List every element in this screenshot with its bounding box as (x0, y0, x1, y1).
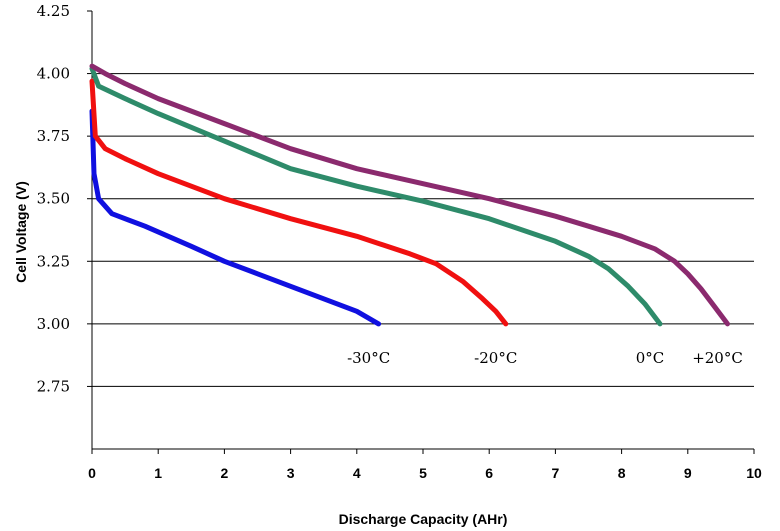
x-tick-label-0: 0 (88, 465, 96, 481)
x-tick-label-2: 2 (221, 465, 229, 481)
series-labels: -30°C -20°C 0°C +20°C (347, 349, 743, 367)
series-line-0 (89, 108, 382, 327)
x-tick-label-4: 4 (353, 465, 361, 481)
y-tick-label-1: 3.00 (37, 315, 70, 333)
series-label-3: +20°C (692, 349, 743, 367)
y-tick-label-5: 4.00 (37, 65, 70, 83)
x-tick-label-3: 3 (287, 465, 295, 481)
series-lines (89, 63, 730, 327)
axes (87, 10, 755, 454)
series-label-2: 0°C (636, 349, 665, 367)
x-tick-label-6: 6 (485, 465, 493, 481)
x-tick-labels: 0 1 2 3 4 5 6 7 8 9 10 (88, 465, 762, 481)
x-tick-label-5: 5 (419, 465, 427, 481)
x-tick-label-1: 1 (154, 465, 162, 481)
y-tick-label-0: 2.75 (37, 377, 70, 395)
series-label-1: -20°C (474, 349, 517, 367)
x-axis-title: Discharge Capacity (AHr) (339, 511, 508, 527)
x-tick-label-9: 9 (684, 465, 692, 481)
y-tick-label-6: 4.25 (37, 2, 70, 20)
y-tick-label-2: 3.25 (37, 252, 70, 270)
x-tick-label-8: 8 (618, 465, 626, 481)
y-tick-labels: 2.75 3.00 3.25 3.50 3.75 4.00 4.25 (37, 2, 70, 395)
gridlines (92, 73, 754, 387)
series-line-1 (89, 78, 509, 327)
y-tick-label-4: 3.75 (37, 127, 70, 145)
x-tick-label-7: 7 (552, 465, 560, 481)
series-line-2 (89, 66, 663, 327)
y-tick-label-3: 3.50 (37, 190, 70, 208)
y-axis-title: Cell Voltage (V) (13, 181, 29, 283)
x-tick-label-10: 10 (746, 465, 762, 481)
series-line-3 (89, 63, 730, 327)
series-label-0: -30°C (347, 349, 390, 367)
